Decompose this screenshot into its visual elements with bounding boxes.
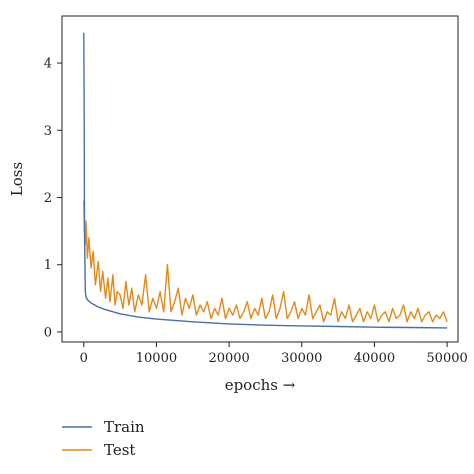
y-tick-label: 4: [44, 57, 52, 72]
y-tick-label: 2: [44, 191, 52, 206]
series-line-train: [83, 32, 448, 329]
plot-frame: [61, 15, 459, 343]
x-axis-ticks: 0 10000 20000 30000 40000 50000: [80, 342, 468, 366]
x-tick-label: 10000: [136, 351, 177, 366]
x-axis-label: epochs →: [225, 376, 296, 394]
x-tick-label: 20000: [208, 351, 249, 366]
y-tick-label: 3: [44, 124, 52, 139]
x-tick-label: 0: [80, 351, 88, 366]
y-tick-label: 1: [44, 258, 52, 273]
series-line-test: [83, 200, 448, 323]
legend-label-train: Train: [104, 418, 145, 436]
legend: Train Test: [62, 418, 145, 459]
y-axis-label: Loss: [8, 162, 26, 196]
plot-marks: [83, 32, 448, 329]
y-axis-ticks: 0 1 2 3 4: [44, 57, 62, 340]
x-tick-label: 30000: [281, 351, 322, 366]
x-tick-label: 50000: [426, 351, 467, 366]
legend-label-test: Test: [104, 441, 135, 459]
x-tick-label: 40000: [354, 351, 395, 366]
y-tick-label: 0: [44, 325, 52, 340]
